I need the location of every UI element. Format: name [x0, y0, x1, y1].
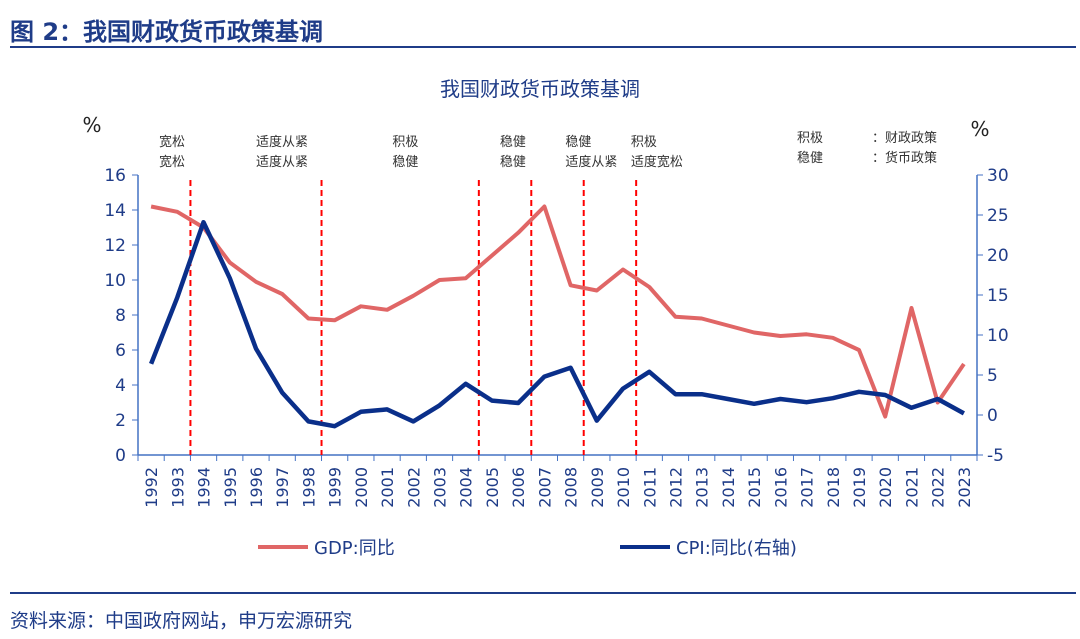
annotation-fiscal: 宽松	[159, 134, 185, 150]
x-tick-label: 2018	[824, 467, 843, 508]
x-tick-label: 2014	[719, 467, 738, 508]
x-tick-label: 2001	[378, 467, 397, 508]
x-tick-label: 1997	[273, 467, 292, 508]
x-tick-label: 2020	[876, 467, 895, 508]
x-tick-label: 2002	[404, 467, 423, 508]
x-tick-label: 2019	[850, 467, 869, 508]
left-tick-label: 14	[104, 201, 126, 221]
key-fiscal-label: ：财政政策	[872, 130, 937, 146]
annotation-fiscal: 适度从紧	[256, 134, 308, 150]
right-tick-label: 25	[987, 206, 1009, 226]
x-tick-label: 2004	[457, 467, 476, 508]
right-tick-label: 15	[987, 286, 1009, 306]
x-tick-label: 1995	[221, 467, 240, 508]
figure-header: 图 2：我国财政货币政策基调	[10, 18, 324, 46]
x-tick-label: 1999	[326, 467, 345, 508]
left-tick-label: 12	[104, 236, 126, 256]
source-note: 资料来源：中国政府网站，申万宏源研究	[10, 610, 353, 632]
left-tick-label: 6	[115, 341, 126, 361]
right-tick-label: 5	[987, 366, 998, 386]
key-monetary-term: 稳健	[797, 150, 823, 166]
series-line-cpi	[149, 219, 965, 429]
x-tick-label: 1992	[142, 467, 161, 508]
annotation-fiscal: 稳健	[565, 134, 591, 150]
x-tick-label: 2011	[640, 467, 659, 508]
right-tick-label: -5	[987, 446, 1004, 466]
left-tick-label: 8	[115, 306, 126, 326]
x-tick-label: 2021	[902, 467, 921, 508]
right-axis-unit: %	[970, 117, 989, 141]
x-tick-label: 2010	[614, 467, 633, 508]
x-tick-label: 2017	[798, 467, 817, 508]
legend-label: GDP:同比	[314, 538, 395, 559]
annotation-monetary: 适度宽松	[631, 154, 683, 170]
annotation-fiscal: 积极	[631, 135, 657, 150]
x-tick-label: 2009	[588, 467, 607, 508]
key-monetary-label: ：货币政策	[872, 150, 937, 166]
x-tick-label: 2012	[666, 467, 685, 508]
x-tick-label: 1996	[247, 467, 266, 508]
series-line-gdp	[150, 204, 966, 419]
annotation-monetary: 稳健	[500, 154, 526, 170]
left-tick-label: 4	[115, 376, 126, 396]
x-tick-label: 2013	[693, 467, 712, 508]
header-rule	[10, 46, 1076, 48]
left-tick-label: 16	[104, 166, 126, 186]
left-axis-unit: %	[82, 113, 101, 137]
annotation-fiscal: 稳健	[500, 134, 526, 150]
right-tick-label: 20	[987, 246, 1009, 266]
right-tick-label: 30	[987, 166, 1009, 186]
footer-rule	[10, 592, 1076, 594]
annotation-monetary: 适度从紧	[565, 154, 617, 170]
left-tick-label: 10	[104, 271, 126, 291]
right-tick-label: 10	[987, 326, 1009, 346]
annotation-fiscal: 积极	[392, 135, 418, 150]
left-tick-label: 2	[115, 411, 126, 431]
x-tick-label: 2016	[771, 467, 790, 508]
x-tick-label: 2005	[483, 467, 502, 508]
x-tick-label: 2023	[955, 467, 974, 508]
x-tick-label: 2022	[929, 467, 948, 508]
annotation-monetary: 适度从紧	[256, 154, 308, 170]
key-fiscal-term: 积极	[797, 131, 823, 146]
x-tick-label: 1994	[195, 467, 214, 508]
left-tick-label: 0	[115, 446, 126, 466]
x-tick-label: 2015	[745, 467, 764, 508]
x-tick-label: 1998	[299, 467, 318, 508]
right-tick-label: 0	[987, 406, 998, 426]
x-tick-label: 2008	[562, 467, 581, 508]
x-tick-label: 1993	[168, 467, 187, 508]
x-tick-label: 2000	[352, 467, 371, 508]
x-tick-label: 2006	[509, 467, 528, 508]
annotation-monetary: 宽松	[159, 154, 185, 170]
legend-label: CPI:同比(右轴)	[676, 538, 797, 559]
x-tick-label: 2007	[535, 467, 554, 508]
annotation-monetary: 稳健	[392, 154, 418, 170]
x-tick-label: 2003	[431, 467, 450, 508]
chart-title: 我国财政货币政策基调	[440, 77, 640, 101]
